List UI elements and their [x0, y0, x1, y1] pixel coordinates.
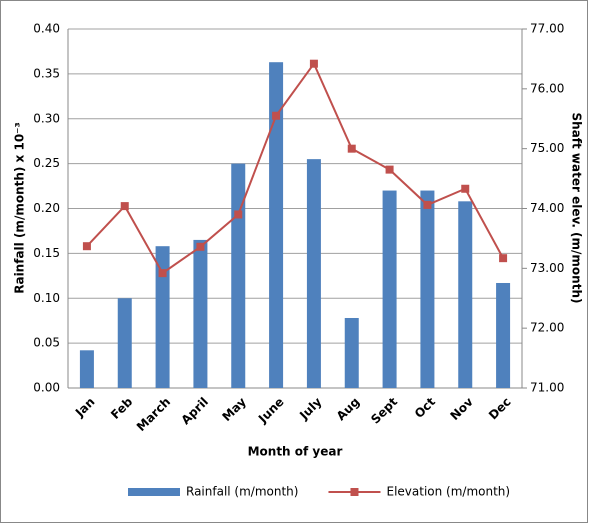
- marker: [347, 144, 356, 153]
- bar: [117, 298, 132, 388]
- marker: [309, 59, 318, 68]
- bar: [306, 159, 321, 388]
- y2-tick-label: 77.00: [530, 22, 564, 36]
- y-tick-label: 0.40: [33, 22, 60, 36]
- marker: [158, 269, 167, 278]
- y-tick-label: 0.20: [33, 201, 60, 215]
- marker: [423, 200, 432, 209]
- y2-tick-label: 74.00: [530, 201, 564, 215]
- y2-axis-title: Shaft water elev. (m/month): [570, 113, 584, 304]
- legend-swatch: [128, 488, 180, 496]
- y-tick-label: 0.35: [33, 66, 60, 80]
- bar: [79, 350, 94, 388]
- line: [86, 61, 504, 275]
- y-tick-label: 0.15: [33, 246, 60, 260]
- marker: [272, 111, 281, 120]
- bar: [458, 201, 473, 388]
- marker: [120, 202, 129, 211]
- y-axis-title: Rainfall (m/month) x 10⁻³: [13, 122, 27, 294]
- bar: [344, 317, 359, 388]
- bar: [193, 239, 208, 388]
- y-tick-label: 0.10: [33, 291, 60, 305]
- bar: [269, 62, 284, 389]
- bar: [155, 246, 170, 388]
- legend-swatch: [350, 488, 359, 496]
- y-tick-label: 0.30: [33, 111, 60, 125]
- y-tick-label: 0.00: [33, 381, 60, 395]
- y2-tick-label: 76.00: [530, 81, 564, 95]
- legend-label: Elevation (m/month): [386, 485, 510, 499]
- x-axis-title: Month of year: [248, 445, 343, 459]
- marker: [461, 184, 470, 193]
- y-tick-label: 0.05: [33, 336, 60, 350]
- marker: [234, 210, 243, 219]
- bar: [231, 163, 246, 388]
- y2-tick-label: 72.00: [530, 321, 564, 335]
- marker: [499, 254, 508, 263]
- marker: [82, 242, 91, 251]
- marker: [385, 165, 394, 174]
- y2-tick-label: 71.00: [530, 381, 564, 395]
- legend-label: Rainfall (m/month): [186, 485, 298, 499]
- bar: [496, 282, 511, 388]
- y2-tick-label: 73.00: [530, 261, 564, 275]
- y2-tick-label: 75.00: [530, 141, 564, 155]
- bar: [420, 190, 435, 388]
- bar: [382, 190, 397, 388]
- marker: [196, 242, 205, 251]
- y-tick-label: 0.25: [33, 156, 60, 170]
